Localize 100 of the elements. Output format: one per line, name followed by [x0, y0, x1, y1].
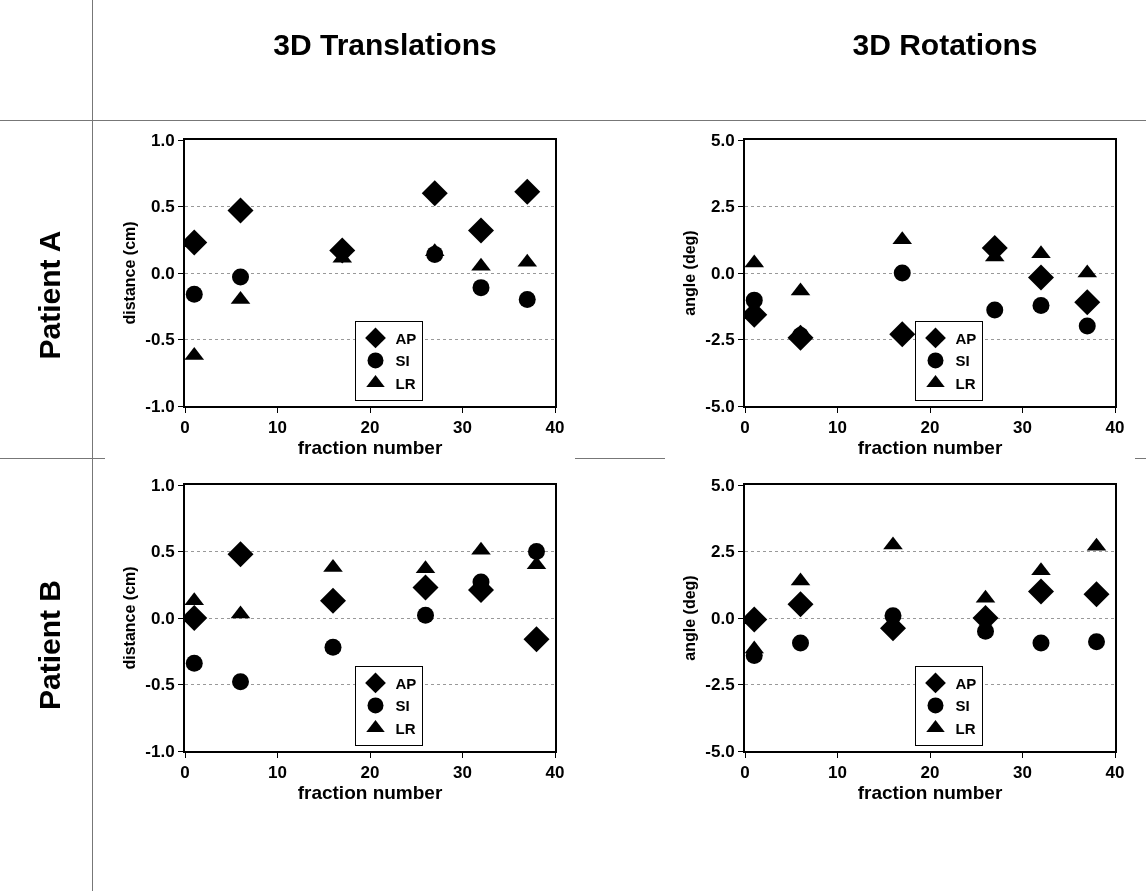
point: [787, 591, 814, 618]
point: [320, 587, 346, 614]
point: [1032, 296, 1050, 314]
point: [1032, 634, 1050, 652]
y-tick-label: -2.5: [705, 675, 735, 695]
x-tick-label: 30: [453, 763, 472, 783]
point: [745, 254, 765, 268]
x-tick-label: 20: [360, 763, 380, 783]
point: [227, 197, 254, 224]
x-tick-label: 0: [180, 418, 190, 438]
legend-label: AP: [955, 329, 977, 347]
x-axis-title: fraction number: [297, 782, 443, 804]
x-tick-label: 30: [453, 418, 472, 438]
y-tick-label: 0.0: [710, 263, 735, 283]
x-tick-label: 40: [1105, 763, 1125, 783]
x-tick-label: 0: [740, 418, 750, 438]
point: [412, 574, 439, 601]
point: [227, 541, 254, 568]
point: [883, 536, 903, 550]
legend-label: LR: [395, 374, 416, 392]
x-tick-label: 10: [268, 418, 287, 438]
point: [185, 346, 205, 360]
y-tick-label: 0.5: [150, 542, 175, 562]
x-tick-label: 0: [180, 763, 190, 783]
x-axis-title: fraction number: [857, 782, 1003, 804]
point: [185, 285, 203, 303]
legend-label: SI: [955, 352, 970, 370]
y-tick-label: 1.0: [150, 130, 175, 150]
legend-label: LR: [955, 719, 976, 737]
point: [528, 543, 545, 560]
point: [468, 217, 494, 244]
point: [1028, 578, 1054, 605]
x-tick-label: 20: [920, 763, 940, 783]
point: [185, 654, 203, 672]
y-tick-label: -0.5: [145, 675, 175, 695]
legend-label: AP: [395, 329, 417, 347]
point: [523, 626, 550, 653]
y-axis-title: angle (deg): [680, 575, 698, 661]
x-tick-label: 20: [360, 418, 380, 438]
y-tick-label: -1.0: [145, 396, 175, 416]
point: [893, 264, 911, 282]
point: [232, 268, 249, 286]
text: 3D Rotations: [851, 28, 1039, 62]
y-tick-label: 5.0: [710, 130, 735, 150]
text: Patient A: [33, 229, 67, 362]
point: [745, 291, 763, 309]
legend-label: AP: [955, 674, 977, 692]
point: [514, 178, 541, 205]
point: [986, 301, 1004, 319]
x-tick-label: 10: [828, 763, 847, 783]
y-tick-label: 0.0: [710, 608, 735, 628]
y-tick-label: -0.5: [145, 330, 175, 350]
y-tick-label: -2.5: [705, 330, 735, 350]
y-axis-title: distance (cm): [120, 221, 138, 325]
x-tick-label: 40: [545, 763, 565, 783]
x-tick-label: 0: [740, 763, 750, 783]
x-axis-title: fraction number: [297, 437, 443, 459]
x-tick-label: 40: [545, 418, 565, 438]
point: [1083, 581, 1110, 608]
x-tick-label: 10: [828, 418, 847, 438]
point: [232, 673, 249, 691]
legend-label: SI: [955, 697, 970, 715]
x-tick-label: 30: [1013, 763, 1032, 783]
point: [1074, 289, 1101, 316]
y-tick-label: -5.0: [705, 741, 735, 761]
point: [792, 634, 809, 652]
point: [471, 257, 491, 271]
y-tick-label: 2.5: [710, 542, 735, 562]
text: 3D Translations: [272, 28, 498, 62]
point: [471, 541, 491, 555]
y-tick-label: -5.0: [705, 396, 735, 416]
point: [1028, 264, 1054, 291]
x-tick-label: 10: [268, 763, 287, 783]
point: [421, 180, 448, 207]
point: [1088, 633, 1105, 651]
point: [1031, 245, 1051, 259]
legend-label: LR: [395, 719, 416, 737]
text: Patient B: [33, 579, 67, 712]
y-tick-label: 2.5: [710, 197, 735, 217]
legend-label: LR: [955, 374, 976, 392]
y-tick-label: 0.0: [150, 263, 175, 283]
y-tick-label: -1.0: [145, 741, 175, 761]
point: [1078, 317, 1096, 335]
point: [472, 279, 490, 297]
legend-label: SI: [395, 352, 410, 370]
x-axis-title: fraction number: [857, 437, 1003, 459]
x-tick-label: 30: [1013, 418, 1032, 438]
point: [323, 558, 343, 572]
y-tick-label: 0.0: [150, 608, 175, 628]
point: [518, 291, 536, 309]
y-tick-label: 5.0: [710, 475, 735, 495]
y-axis-title: distance (cm): [120, 566, 138, 670]
legend-label: SI: [395, 697, 410, 715]
x-tick-label: 20: [920, 418, 940, 438]
y-tick-label: 1.0: [150, 475, 175, 495]
point: [324, 638, 342, 656]
y-tick-label: 0.5: [150, 197, 175, 217]
x-tick-label: 40: [1105, 418, 1125, 438]
y-axis-title: angle (deg): [680, 230, 698, 316]
point: [889, 321, 916, 348]
